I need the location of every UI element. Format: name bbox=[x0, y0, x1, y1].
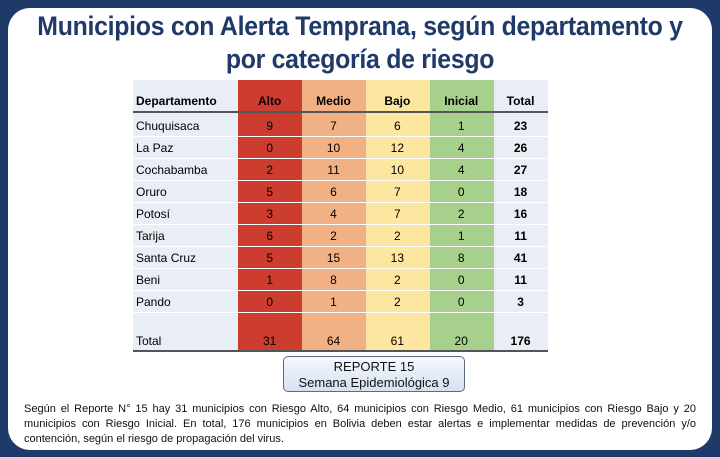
table-cell: 2 bbox=[394, 272, 401, 287]
table-cell: 4 bbox=[330, 206, 337, 221]
inicial-column-bg bbox=[430, 80, 494, 352]
table-cell: 27 bbox=[513, 162, 528, 177]
table-cell: 3 bbox=[266, 206, 274, 221]
table-cell: 2 bbox=[457, 206, 465, 221]
table-cell: 0 bbox=[266, 140, 274, 155]
table-cell: 2 bbox=[394, 228, 401, 243]
table-cell: 1 bbox=[457, 118, 465, 133]
table-cell: 11 bbox=[514, 272, 527, 287]
table-cell: 176 bbox=[510, 334, 531, 348]
table-total-row: Total 31 64 61 20 176 bbox=[133, 328, 548, 352]
table-cell: 41 bbox=[513, 250, 528, 265]
table-cell: 8 bbox=[457, 250, 465, 265]
row-label: Chuquisaca bbox=[136, 118, 200, 133]
table-cell: 31 bbox=[262, 334, 277, 348]
table-row: Potosí 3 4 7 2 16 bbox=[133, 203, 548, 225]
table-cell: Inicial bbox=[444, 93, 479, 108]
table-cell: 8 bbox=[330, 272, 337, 287]
row-label: La Paz bbox=[136, 140, 174, 155]
table-row: Santa Cruz 5 15 13 8 41 bbox=[133, 247, 548, 269]
table-row: Chuquisaca 9 7 6 1 23 bbox=[133, 115, 548, 137]
table-cell: 15 bbox=[326, 250, 341, 265]
table-cell: 6 bbox=[330, 184, 337, 199]
table-cell: Alto bbox=[258, 93, 282, 108]
table-cell: 6 bbox=[266, 228, 274, 243]
row-label: Pando bbox=[136, 294, 171, 309]
table-cell: 18 bbox=[513, 184, 528, 199]
table-cell: 3 bbox=[517, 294, 524, 309]
row-label: Oruro bbox=[136, 184, 167, 199]
row-label: Beni bbox=[136, 272, 161, 287]
table-cell: 2 bbox=[394, 294, 401, 309]
table-cell: 7 bbox=[394, 184, 401, 199]
table-cell: 26 bbox=[513, 140, 528, 155]
table-cell: 16 bbox=[513, 206, 528, 221]
bajo-column-bg bbox=[366, 80, 430, 352]
table-cell: 13 bbox=[390, 250, 405, 265]
table-cell: 5 bbox=[266, 250, 274, 265]
table-cell: 1 bbox=[457, 228, 465, 243]
summary-paragraph: Según el Reporte N° 15 hay 31 municipios… bbox=[24, 403, 696, 445]
table-cell: 11 bbox=[514, 228, 527, 243]
page-title: Municipios con Alerta Temprana, según de… bbox=[37, 11, 683, 74]
table-cell: 4 bbox=[457, 162, 465, 177]
table-cell: 0 bbox=[457, 294, 465, 309]
table-row: Pando 0 1 2 0 3 bbox=[133, 291, 548, 313]
table-cell: 23 bbox=[513, 118, 528, 133]
table-row: Cochabamba 2 11 10 4 27 bbox=[133, 159, 548, 181]
table-cell: 1 bbox=[330, 294, 337, 309]
medio-column-bg bbox=[302, 80, 366, 352]
epi-week: Semana Epidemiológica 9 bbox=[298, 375, 450, 390]
table-cell: 2 bbox=[266, 162, 274, 177]
table-row: Tarija 6 2 2 1 11 bbox=[133, 225, 548, 247]
row-label: Departamento bbox=[136, 93, 217, 108]
table-row: Beni 1 8 2 0 11 bbox=[133, 269, 548, 291]
table-cell: 10 bbox=[326, 140, 341, 155]
table-cell: 7 bbox=[330, 118, 337, 133]
table-cell: 7 bbox=[394, 206, 401, 221]
table-cell: Bajo bbox=[384, 93, 411, 108]
row-label: Santa Cruz bbox=[136, 250, 197, 265]
table-cell: 61 bbox=[390, 334, 405, 348]
table-header: Departamento Alto Medio Bajo Inicial Total bbox=[133, 90, 548, 113]
table-cell: 11 bbox=[327, 162, 340, 177]
report-box: REPORTE 15 Semana Epidemiológica 9 bbox=[283, 356, 465, 392]
table-cell: 0 bbox=[457, 184, 465, 199]
table-cell: Medio bbox=[316, 93, 351, 108]
table-cell: 20 bbox=[454, 334, 468, 348]
row-label: Cochabamba bbox=[136, 162, 208, 177]
row-label: Tarija bbox=[136, 228, 165, 243]
table-cell: 9 bbox=[266, 118, 274, 133]
table-cell: 6 bbox=[394, 118, 401, 133]
table-cell: 10 bbox=[390, 162, 405, 177]
table-cell: 0 bbox=[266, 294, 274, 309]
table-row: Oruro 5 6 7 0 18 bbox=[133, 181, 548, 203]
table-cell: 12 bbox=[390, 140, 405, 155]
table-cell: 1 bbox=[266, 272, 274, 287]
table-cell: Total bbox=[506, 93, 535, 108]
table-cell: 4 bbox=[457, 140, 465, 155]
table-row: La Paz 0 10 12 4 26 bbox=[133, 137, 548, 159]
table-cell: 5 bbox=[266, 184, 274, 199]
table-cell: 0 bbox=[457, 272, 465, 287]
alto-column-bg bbox=[238, 80, 302, 352]
table-cell: 64 bbox=[326, 334, 341, 348]
row-label: Potosí bbox=[136, 206, 171, 221]
report-number: REPORTE 15 bbox=[333, 359, 415, 374]
row-label: Total bbox=[136, 334, 162, 348]
risk-table: Departamento Alto Medio Bajo Inicial Total Chu… bbox=[133, 80, 548, 352]
table-cell: 2 bbox=[330, 228, 337, 243]
